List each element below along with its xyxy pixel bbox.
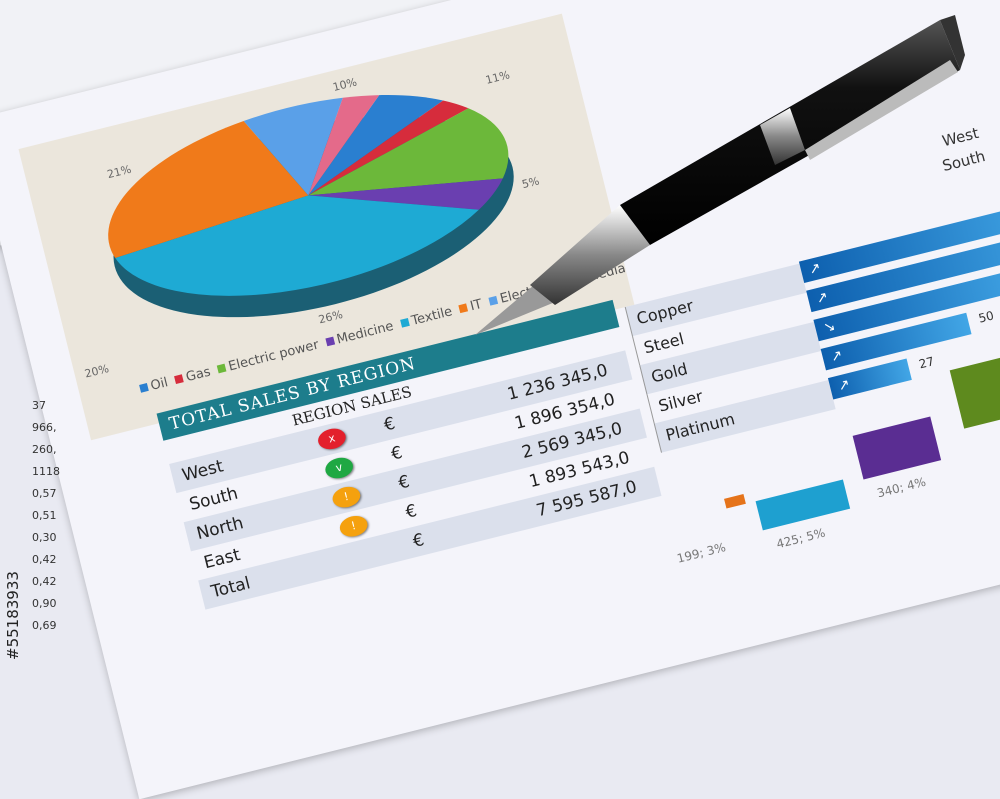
number-cell: 0,57 — [32, 487, 57, 500]
currency: € — [410, 529, 427, 552]
segment-label: 340; 4% — [875, 474, 928, 501]
pie-slice — [308, 100, 469, 196]
number-cell: 1118 — [32, 465, 60, 478]
legend-swatch — [458, 303, 469, 314]
legend-label: Media — [585, 261, 628, 286]
metals-list: Copper Steel Gold Silver Platinum — [624, 263, 836, 453]
chart-segment — [755, 479, 851, 531]
segment-label: 199; 3% — [675, 540, 728, 566]
legend-swatch — [325, 336, 335, 347]
currency: € — [381, 413, 398, 436]
number-cell: 0,42 — [32, 553, 57, 566]
trend-arrow-icon: ↗ — [829, 347, 845, 366]
status-indicator-icon: v — [323, 454, 356, 482]
number-cell: 0,42 — [32, 575, 57, 588]
segment-label: 425; 5% — [774, 525, 827, 552]
pie-slice — [115, 195, 479, 296]
pie-slice — [308, 94, 444, 196]
number-cell: 37 — [32, 399, 46, 412]
left-number-column: 37 966, 260, 1118 0,57 0,51 0,30 0,42 0,42 0,90 0,… — [32, 395, 60, 637]
legend-label: Textile — [409, 304, 454, 329]
pie-slice — [308, 108, 509, 196]
currency: € — [403, 500, 419, 523]
legend-label: Oil — [149, 375, 170, 394]
status-indicator-icon: ! — [337, 513, 370, 540]
trend-arrow-icon: ↗ — [836, 376, 852, 395]
legend-item: Gas — [174, 365, 212, 388]
stock-id: #55183933 — [4, 571, 22, 660]
status-indicator-icon: ! — [330, 484, 363, 511]
chart-segment — [852, 416, 942, 480]
legend-label: Gas — [184, 364, 213, 386]
bar-value: 27 — [917, 354, 936, 372]
pie-slice — [308, 178, 503, 210]
pie-slice — [108, 120, 309, 259]
legend-swatch — [217, 363, 227, 374]
legend-swatch — [488, 295, 499, 306]
status-indicator-icon: x — [315, 425, 348, 453]
trend-arrow-icon: ↗ — [807, 259, 823, 279]
number-cell: 260, — [32, 443, 57, 456]
currency: € — [396, 471, 412, 494]
legend-item: Oil — [138, 375, 170, 396]
trend-arrow-icon: ↗ — [814, 288, 830, 308]
number-cell: 966, — [32, 421, 57, 434]
pie-slice — [243, 97, 343, 196]
chart-segment — [724, 493, 746, 509]
legend-item: IT — [458, 297, 484, 317]
number-cell: 0,30 — [32, 531, 57, 544]
number-cell: 0,51 — [32, 509, 57, 522]
pie-chart — [108, 94, 514, 318]
legend-swatch — [174, 374, 185, 384]
pie-percent-label: 5% — [520, 174, 541, 192]
legend-swatch — [139, 383, 149, 393]
legend-item: Media — [575, 261, 627, 288]
number-cell: 0,69 — [32, 619, 57, 632]
number-cell: 0,90 — [32, 597, 57, 610]
pie-percent-label: 20% — [83, 362, 111, 381]
currency: € — [389, 442, 405, 465]
trend-arrow-icon: ↘ — [821, 318, 838, 337]
legend-swatch — [400, 317, 410, 328]
legend-swatch — [575, 274, 586, 284]
legend-label: IT — [468, 296, 484, 315]
pie-slice — [308, 95, 380, 196]
status-placeholder — [347, 542, 413, 558]
bar-value: 50 — [977, 308, 996, 326]
pie-chart-panel: Oil GasElectric powerMedicineTextile IT Ele… — [18, 13, 635, 441]
